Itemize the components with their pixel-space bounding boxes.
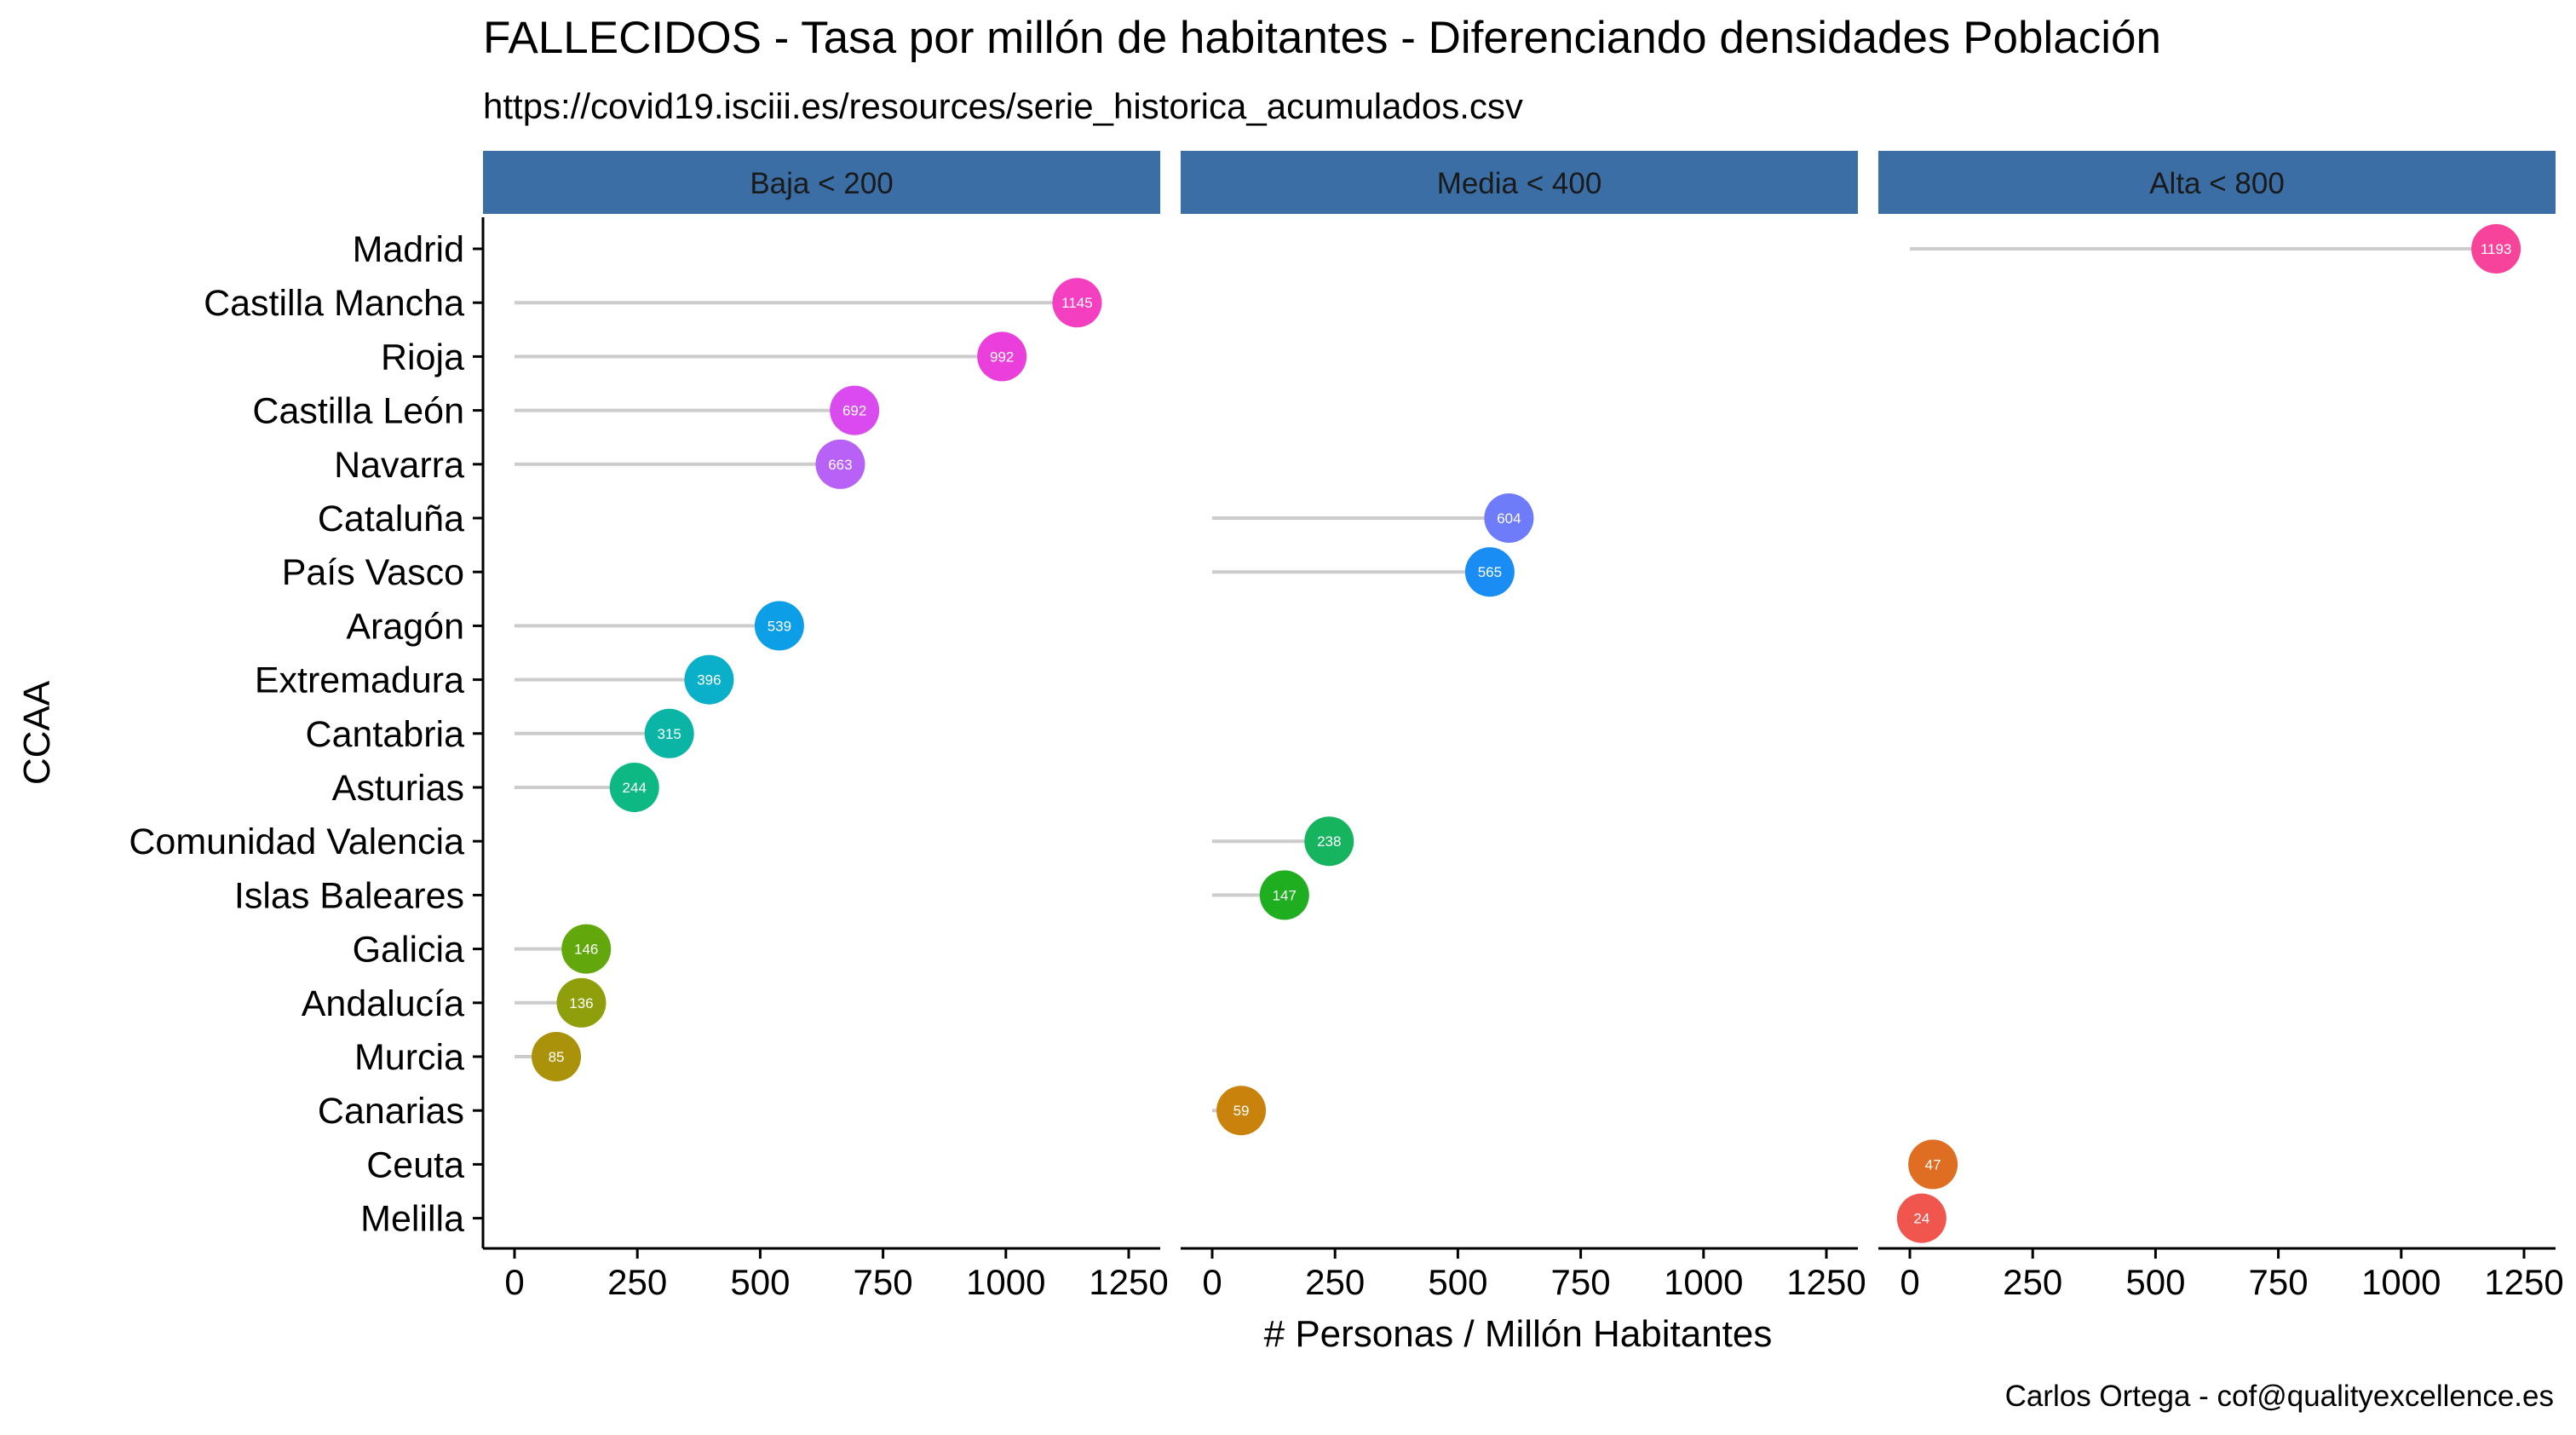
y-tick-label: Galicia xyxy=(353,930,465,971)
x-tick-label: 250 xyxy=(607,1262,667,1302)
x-tick-label: 250 xyxy=(1305,1262,1365,1302)
lollipop-point xyxy=(1216,1086,1267,1136)
y-tick-label: Comunidad Valencia xyxy=(129,821,464,862)
x-tick-label: 1250 xyxy=(1786,1262,1866,1302)
x-tick-label: 1000 xyxy=(2361,1262,2441,1302)
point-value-label: 47 xyxy=(1925,1156,1941,1173)
y-tick-label: Melilla xyxy=(360,1199,464,1240)
point-value-label: 992 xyxy=(990,349,1014,365)
point-value-label: 539 xyxy=(768,618,791,634)
x-tick-label: 500 xyxy=(1428,1262,1487,1302)
lollipop-point xyxy=(644,708,694,758)
point-value-label: 692 xyxy=(842,403,866,419)
lollipop-point xyxy=(754,601,804,651)
point-value-label: 244 xyxy=(623,780,647,796)
point-value-label: 1145 xyxy=(1061,295,1093,311)
lollipop-point xyxy=(609,763,659,812)
y-tick-label: Castilla Mancha xyxy=(204,283,464,324)
y-tick-label: Murcia xyxy=(354,1037,464,1078)
y-tick-label: Cataluña xyxy=(318,499,464,539)
point-value-label: 85 xyxy=(549,1049,565,1065)
y-tick-label: Madrid xyxy=(353,229,464,270)
chart-caption: Carlos Ortega - cof@qualityexcellence.es xyxy=(2005,1380,2554,1413)
lollipop-point xyxy=(561,924,612,974)
x-tick-label: 500 xyxy=(2125,1262,2185,1302)
chart-title: FALLECIDOS - Tasa por millón de habitant… xyxy=(483,13,2161,63)
x-tick-label: 1000 xyxy=(1664,1262,1743,1302)
lollipop-point xyxy=(1259,870,1309,920)
x-tick-label: 750 xyxy=(1551,1262,1611,1302)
plot-area: Baja < 200 Media < 400 Alta < 800 Madrid Cas… xyxy=(129,151,2564,1302)
y-tick-label: País Vasco xyxy=(282,552,464,593)
point-value-label: 24 xyxy=(1913,1211,1929,1227)
lollipop-point xyxy=(1484,493,1534,543)
x-axis-label: # Personas / Millón Habitantes xyxy=(1264,1313,1773,1355)
x-tick-label: 0 xyxy=(1900,1262,1919,1302)
lollipop-point xyxy=(532,1032,582,1081)
facet-strip-label: Media < 400 xyxy=(1437,167,1602,200)
point-value-label: 663 xyxy=(828,457,852,473)
facet-strip-label: Alta < 800 xyxy=(2149,167,2285,200)
point-value-label: 238 xyxy=(1317,833,1341,850)
y-tick-label: Aragón xyxy=(346,606,464,647)
lollipop-point xyxy=(815,439,865,489)
point-value-label: 1193 xyxy=(2481,241,2512,257)
facet-strip xyxy=(483,151,1160,214)
lollipop-point xyxy=(977,331,1027,382)
x-tick-label: 1250 xyxy=(1089,1262,1168,1302)
y-axis-label: CCAA xyxy=(16,680,58,785)
lollipop-point xyxy=(1304,816,1354,867)
chart-subtitle: https://covid19.isciii.es/resources/seri… xyxy=(483,86,1523,126)
x-tick-label: 0 xyxy=(504,1262,524,1302)
point-value-label: 396 xyxy=(697,672,721,689)
y-tick-label: Cantabria xyxy=(306,714,465,755)
lollipop-point xyxy=(1908,1139,1958,1190)
point-value-label: 565 xyxy=(1478,564,1502,580)
lollipop-point xyxy=(1896,1193,1946,1243)
lollipop-point xyxy=(556,977,607,1028)
y-tick-label: Canarias xyxy=(318,1091,464,1132)
y-tick-label: Islas Baleares xyxy=(234,875,464,916)
x-tick-label: 1250 xyxy=(2484,1262,2563,1302)
y-tick-label: Andalucía xyxy=(302,983,464,1024)
lollipop-point xyxy=(1052,278,1102,328)
point-value-label: 146 xyxy=(574,942,598,958)
x-tick-label: 750 xyxy=(2249,1262,2309,1302)
x-tick-label: 1000 xyxy=(966,1262,1045,1302)
x-tick-label: 0 xyxy=(1202,1262,1222,1302)
lollipop-point xyxy=(1464,547,1515,597)
x-tick-label: 250 xyxy=(2003,1262,2062,1302)
point-value-label: 136 xyxy=(569,995,593,1011)
x-tick-label: 500 xyxy=(730,1262,790,1302)
y-tick-label: Extremadura xyxy=(255,660,464,701)
point-value-label: 604 xyxy=(1497,510,1521,527)
facet-strip-label: Baja < 200 xyxy=(750,167,893,200)
lollipop-point xyxy=(830,385,880,435)
y-tick-label: Rioja xyxy=(381,337,464,377)
facet-strip xyxy=(1181,151,1858,214)
point-value-label: 59 xyxy=(1233,1103,1250,1119)
lollipop-point xyxy=(684,654,734,705)
y-tick-label: Navarra xyxy=(334,445,464,486)
y-tick-label: Ceuta xyxy=(366,1144,464,1185)
lollipop-point xyxy=(2471,224,2521,274)
y-tick-label: Castilla León xyxy=(252,391,464,432)
y-tick-label: Asturias xyxy=(332,768,464,809)
point-value-label: 147 xyxy=(1273,887,1297,903)
facet-strip xyxy=(1878,151,2556,214)
point-value-label: 315 xyxy=(658,726,681,742)
x-tick-label: 750 xyxy=(854,1262,913,1302)
